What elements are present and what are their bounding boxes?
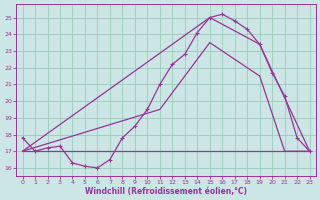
- X-axis label: Windchill (Refroidissement éolien,°C): Windchill (Refroidissement éolien,°C): [85, 187, 247, 196]
